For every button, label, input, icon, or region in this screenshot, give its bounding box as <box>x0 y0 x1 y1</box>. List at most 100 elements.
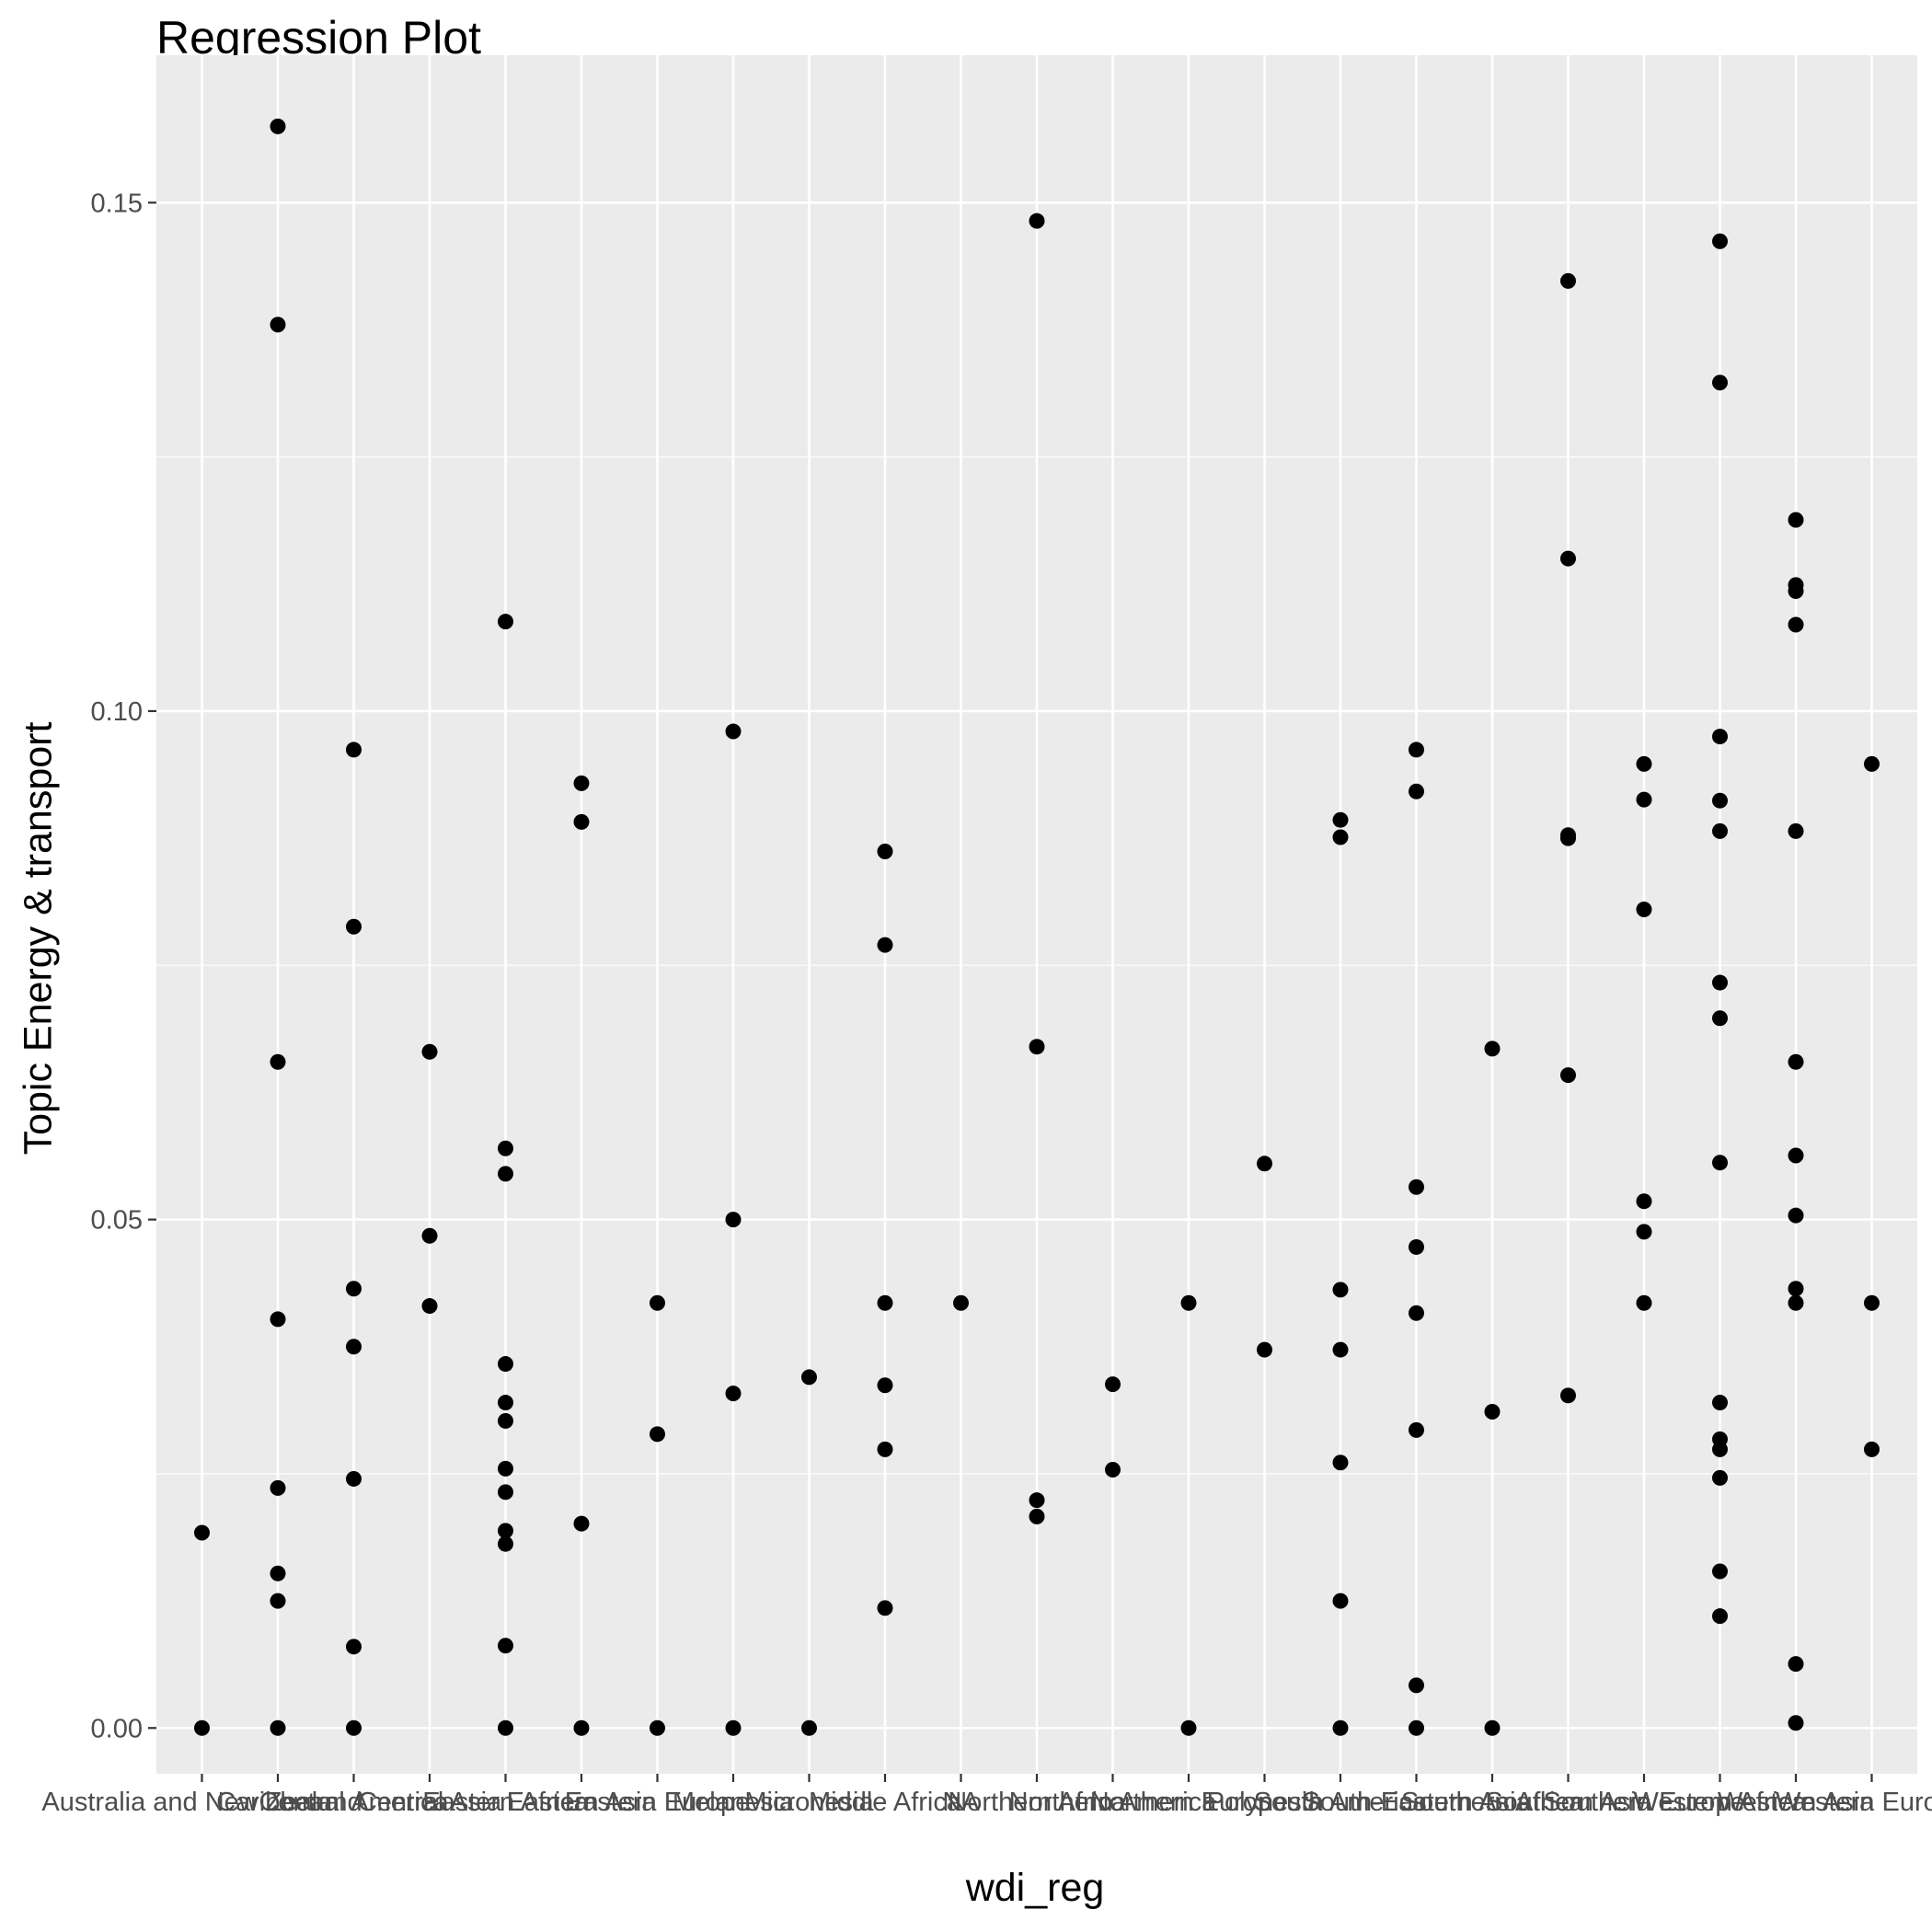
data-point <box>1332 1719 1349 1736</box>
data-point <box>1257 1156 1272 1172</box>
x-tick-label: Caribbean <box>216 1788 339 1817</box>
data-point <box>1560 1067 1576 1084</box>
data-point <box>498 1719 513 1736</box>
x-tick-label: Micronesia <box>744 1788 874 1817</box>
data-point <box>1560 830 1576 846</box>
data-point <box>953 1294 969 1311</box>
data-point <box>1712 233 1728 249</box>
data-point <box>346 1470 362 1487</box>
x-axis-title: wdi_reg <box>965 1866 1105 1910</box>
data-point <box>877 1441 893 1457</box>
data-point <box>346 1281 362 1297</box>
x-tick-label: Eastern Europe <box>565 1788 751 1817</box>
x-tick-label: South-Eastern Asia <box>1302 1788 1531 1817</box>
data-point <box>346 1639 362 1655</box>
data-point <box>1788 616 1804 633</box>
data-point <box>1409 783 1424 799</box>
data-point <box>421 1298 438 1315</box>
y-axis-title: Topic Energy & transport <box>16 721 61 1156</box>
x-tick-label: Southern Asia <box>1485 1788 1651 1817</box>
data-point <box>1409 1179 1424 1195</box>
data-point <box>194 1524 210 1541</box>
data-point <box>1409 1719 1424 1736</box>
data-point <box>725 1719 742 1736</box>
data-point <box>1788 583 1804 600</box>
data-point <box>1332 1455 1349 1471</box>
data-point <box>1257 1341 1272 1358</box>
data-point <box>421 1043 438 1060</box>
data-point <box>1712 1395 1728 1411</box>
data-point <box>498 1395 513 1411</box>
data-point <box>1788 512 1804 528</box>
chart-title: Regression Plot <box>156 12 481 63</box>
data-point <box>346 742 362 758</box>
data-point <box>1788 1053 1804 1070</box>
data-point <box>650 1719 665 1736</box>
data-point <box>1560 550 1576 567</box>
data-point <box>270 1565 286 1581</box>
x-tick-label: Northern Europe <box>1090 1788 1287 1817</box>
data-point <box>1409 1238 1424 1255</box>
data-point <box>725 1386 742 1402</box>
data-point <box>801 1719 817 1736</box>
data-point <box>1180 1294 1197 1311</box>
data-point <box>573 775 590 791</box>
data-point <box>270 1593 286 1609</box>
data-point <box>1712 1608 1728 1625</box>
data-point <box>498 1460 513 1477</box>
x-tick-label: Melanesia <box>673 1788 795 1817</box>
y-tick-label: 0.00 <box>91 1714 143 1743</box>
data-point <box>1712 1155 1728 1171</box>
data-point <box>725 723 742 740</box>
data-point <box>1409 1305 1424 1321</box>
x-tick-label: Northern Africa <box>948 1788 1126 1817</box>
x-tick-label: Australia and New Zealand <box>41 1788 362 1817</box>
data-point <box>877 937 893 953</box>
data-point <box>1332 1341 1349 1358</box>
x-tick-label: Polynesia <box>1207 1788 1324 1817</box>
data-point <box>1484 1041 1501 1057</box>
data-point <box>1712 1469 1728 1486</box>
x-tick-label: Middle Africa <box>809 1788 962 1817</box>
data-point <box>1712 792 1728 809</box>
data-point <box>1788 1715 1804 1731</box>
data-point <box>1712 1441 1728 1457</box>
data-point <box>877 1600 893 1616</box>
data-point <box>1636 1224 1652 1240</box>
data-point <box>1864 1441 1880 1457</box>
data-point <box>1712 1563 1728 1580</box>
data-point <box>573 1719 590 1736</box>
data-point <box>1105 1376 1121 1393</box>
data-point <box>1636 1294 1652 1311</box>
data-point <box>1332 1282 1349 1298</box>
data-point <box>270 1719 286 1736</box>
data-point <box>1409 742 1424 758</box>
data-point <box>1788 1294 1804 1311</box>
data-point <box>1180 1719 1197 1736</box>
x-tick-label: Central Asia <box>358 1788 502 1817</box>
data-point <box>1560 272 1576 289</box>
data-point <box>1864 1294 1880 1311</box>
data-point <box>1788 1656 1804 1673</box>
data-point <box>877 1294 893 1311</box>
data-point <box>270 1053 286 1070</box>
data-point <box>877 1377 893 1394</box>
data-point <box>1332 811 1349 828</box>
data-point <box>346 918 362 935</box>
data-point <box>498 1638 513 1654</box>
data-point <box>498 1140 513 1156</box>
data-point <box>498 1412 513 1429</box>
x-tick-label: Western Africa <box>1633 1788 1807 1817</box>
data-point <box>1105 1462 1121 1478</box>
data-point <box>346 1339 362 1355</box>
data-point <box>1712 974 1728 991</box>
data-point <box>498 1523 513 1539</box>
data-point <box>498 1166 513 1182</box>
data-point <box>498 1356 513 1373</box>
data-point <box>1864 755 1880 772</box>
x-tick-label: Northern America <box>1009 1788 1218 1817</box>
data-point <box>1712 374 1728 391</box>
data-point <box>1788 1281 1804 1297</box>
data-point <box>270 118 286 134</box>
